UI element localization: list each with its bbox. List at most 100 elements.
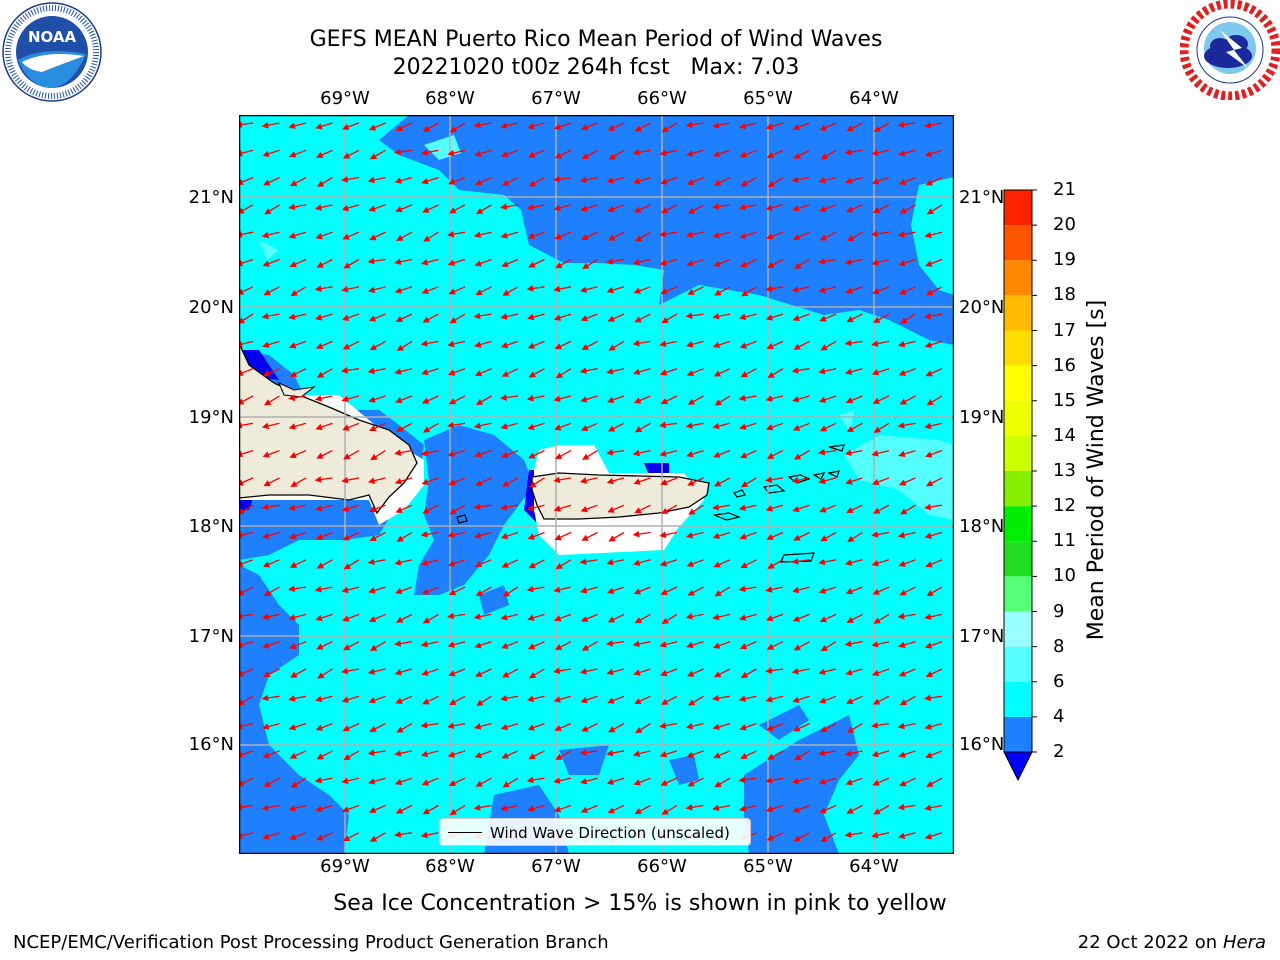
wind-arrow-head: [343, 644, 351, 651]
wind-arrow-head: [819, 697, 827, 704]
wind-arrow-head: [421, 178, 429, 185]
wind-arrow-head: [527, 643, 536, 650]
wind-arrow-head: [714, 781, 722, 788]
wind-arrow-head: [420, 831, 428, 839]
wind-arrow-head: [500, 723, 508, 731]
wind-arrow-head: [394, 368, 402, 375]
wind-arrow-head: [871, 178, 880, 185]
wind-arrow-head: [791, 667, 799, 675]
wind-arrow-head: [554, 152, 563, 159]
wind-arrow-head: [685, 722, 694, 730]
wind-arrow-head: [661, 316, 669, 324]
wind-arrow-head: [739, 452, 748, 459]
wind-arrow-head: [897, 150, 906, 157]
wind-arrow-head: [791, 477, 799, 484]
wind-arrow-head: [793, 152, 801, 159]
wind-arrow-head: [263, 480, 271, 487]
wind-arrow-head: [581, 152, 590, 160]
wind-arrow-head: [765, 204, 773, 211]
wind-arrow-head: [685, 312, 693, 319]
wind-arrow-head: [474, 751, 482, 759]
colorbar-tick-label: 20: [1053, 214, 1076, 236]
wind-arrow-head: [740, 480, 749, 488]
wind-arrow-head: [262, 833, 270, 840]
wind-arrow-head: [818, 778, 826, 785]
wind-arrow-head: [607, 205, 615, 213]
wind-arrow-head: [315, 834, 324, 841]
wind-arrow-head: [262, 370, 271, 377]
wind-arrow-head: [659, 259, 667, 266]
legend-label: Wind Wave Direction (unscaled): [490, 824, 730, 842]
wind-arrow-head: [263, 179, 271, 186]
map-panel: [239, 115, 954, 854]
wind-arrow-head: [553, 314, 562, 321]
wind-arrow-head: [819, 124, 827, 131]
wind-arrow-head: [528, 753, 536, 760]
wind-arrow-head: [845, 478, 853, 485]
wind-arrow-head: [553, 667, 561, 675]
wind-arrow-head: [661, 617, 670, 625]
wind-arrow-head: [791, 367, 799, 374]
wind-arrow-head: [262, 341, 270, 348]
wind-arrow-head: [660, 670, 668, 677]
wind-arrow-head: [924, 312, 932, 320]
wind-arrow-head: [871, 230, 879, 238]
wind-arrow-head: [315, 233, 323, 240]
wind-arrow-head: [341, 667, 349, 675]
wind-arrow-head: [580, 587, 588, 594]
wind-arrow-head: [502, 289, 510, 296]
wind-arrow-head: [871, 450, 879, 457]
colorbar-swatch: [1004, 611, 1032, 647]
wind-arrow-head: [288, 203, 296, 211]
wind-arrow-head: [581, 644, 590, 651]
wind-arrow-head: [396, 425, 404, 432]
wind-arrow-head: [712, 341, 721, 349]
wind-arrow-head: [341, 204, 349, 212]
wind-arrow-head: [925, 179, 933, 186]
wind-arrow-head: [343, 753, 351, 761]
wind-arrow-head: [898, 751, 906, 758]
wind-arrow-head: [685, 532, 694, 539]
footer-machine: Hera: [1222, 932, 1266, 953]
wind-arrow-head: [873, 808, 881, 815]
wind-arrow-head: [818, 749, 826, 757]
wind-arrow-head: [475, 207, 484, 215]
wind-arrow-head: [634, 807, 642, 815]
lon-tick-bottom: 69°W: [320, 856, 370, 877]
wind-arrow-head: [502, 590, 511, 597]
wind-arrow-head: [897, 612, 905, 620]
colorbar-swatch: [1004, 260, 1032, 296]
wind-arrow-head: [315, 423, 323, 431]
wind-arrow-head: [871, 641, 879, 648]
lat-tick-right: 17°N: [959, 626, 1005, 647]
wind-arrow-head: [526, 504, 535, 512]
wind-arrow-head: [342, 835, 351, 842]
lon-tick-top: 65°W: [743, 88, 793, 109]
wind-arrow-head: [580, 806, 589, 813]
wind-arrow-head: [581, 725, 589, 732]
wind-arrow-head: [527, 614, 535, 621]
wind-arrow-head: [475, 670, 483, 677]
wind-arrow-head: [369, 725, 377, 732]
wind-arrow-head: [288, 423, 296, 430]
wind-arrow-head: [475, 780, 483, 787]
wind-arrow-head: [925, 370, 933, 377]
wind-arrow-head: [528, 261, 536, 268]
wind-arrow-head: [845, 287, 853, 294]
wind-arrow-head: [606, 668, 614, 676]
wind-arrow-head: [341, 696, 349, 703]
wind-arrow-head: [819, 616, 827, 623]
colorbar: [990, 180, 1080, 790]
wind-arrow-head: [740, 261, 748, 268]
wind-arrow-head: [315, 314, 323, 321]
wind-arrow-head: [261, 312, 269, 320]
wind-arrow-head: [580, 615, 589, 622]
wind-arrow-head: [316, 371, 325, 378]
wind-arrow-head: [502, 480, 510, 487]
wind-arrow-head: [262, 642, 270, 649]
wind-arrow-head: [262, 451, 270, 458]
wind-arrow-head: [342, 534, 350, 541]
colorbar-tick-label: 11: [1053, 530, 1076, 552]
wind-arrow-head: [818, 258, 826, 265]
wind-arrow-head: [500, 423, 508, 430]
